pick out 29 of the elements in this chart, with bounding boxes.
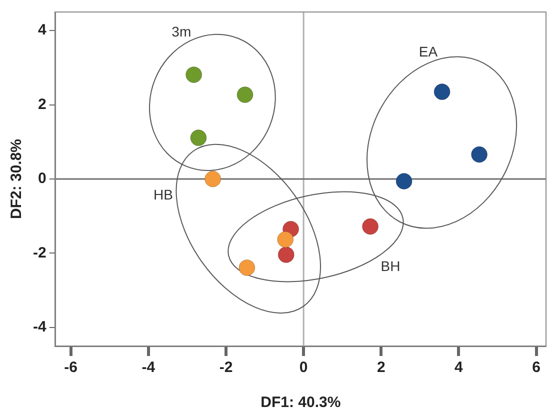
- point: [471, 146, 488, 163]
- point: [434, 84, 450, 100]
- point: [362, 218, 379, 235]
- y-tick-label: 2: [38, 96, 46, 113]
- y-axis-title: DF2: 30.8%: [8, 138, 26, 220]
- x-tick-label: 2: [376, 359, 386, 376]
- point: [277, 231, 294, 248]
- text: HB: [153, 186, 173, 203]
- series-label: EA: [418, 43, 438, 60]
- point: [238, 259, 256, 276]
- y-tick-label: -2: [32, 244, 46, 262]
- x-axis-title: DF1: 40.3%: [260, 394, 341, 412]
- x-tick-label: -4: [142, 359, 156, 376]
- point: [204, 170, 222, 188]
- series-label: 3m: [172, 23, 192, 40]
- x-tick-label: 0: [299, 359, 308, 376]
- point: [186, 66, 202, 83]
- point: [190, 130, 207, 146]
- x-tick-label: 4: [454, 359, 464, 376]
- series-label: BH: [380, 258, 400, 274]
- point: [278, 246, 294, 263]
- x-tick-label: -2: [219, 359, 233, 376]
- y-tick-label: -4: [32, 318, 47, 336]
- y-tick-label: 0: [38, 170, 46, 188]
- point: [236, 86, 254, 104]
- point: [396, 172, 412, 190]
- y-tick-label: 4: [38, 22, 47, 39]
- x-tick-label: 6: [532, 359, 540, 376]
- x-tick-label: -6: [64, 359, 78, 376]
